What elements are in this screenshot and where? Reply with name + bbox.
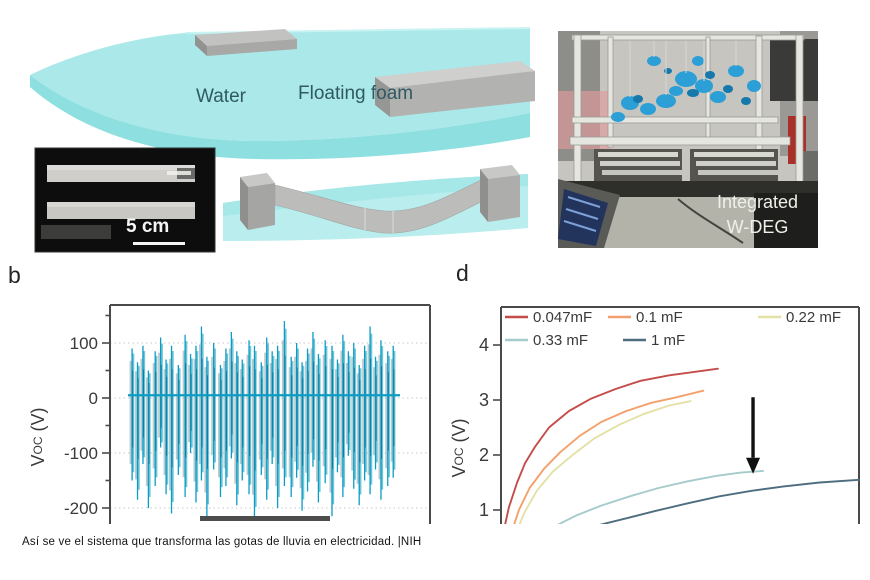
floating-foam-label: Floating foam xyxy=(298,83,414,104)
photo-label: Integrated W-DEG xyxy=(695,190,820,240)
svg-text:2: 2 xyxy=(479,445,489,465)
svg-text:-200: -200 xyxy=(64,499,98,518)
inset-foam-photo xyxy=(34,147,216,253)
series-0.047mF xyxy=(504,367,719,524)
svg-text:0: 0 xyxy=(89,389,98,408)
series-0.1 mF xyxy=(513,389,705,524)
axes xyxy=(109,304,431,524)
schematic-illustration xyxy=(30,27,535,253)
legend: 0.047mF 0.1 mF 0.22 mF 0.33 mF 1 mF xyxy=(505,309,841,349)
cropped-legend-box xyxy=(200,516,330,521)
svg-text:0.22 mF: 0.22 mF xyxy=(786,309,841,326)
svg-text:0.1 mF: 0.1 mF xyxy=(636,309,683,326)
svg-text:-100: -100 xyxy=(64,444,98,463)
foam-bar-small xyxy=(195,29,297,56)
y-axis-ticks xyxy=(493,344,501,511)
photo-label-line2: W-DEG xyxy=(726,217,789,237)
integrated-wdeg-photo xyxy=(558,31,818,248)
svg-text:100: 100 xyxy=(70,334,98,353)
foam-bar-long xyxy=(375,61,535,117)
panel-d-ylabel: V OC (V) xyxy=(448,418,469,478)
signal-trace xyxy=(128,321,400,519)
svg-text:0.33 mF: 0.33 mF xyxy=(533,332,588,349)
bent-foam-strip xyxy=(240,165,520,234)
series-1 mF xyxy=(599,478,860,524)
angled-panel xyxy=(558,179,620,248)
svg-text:1: 1 xyxy=(479,500,489,520)
series-0.22 mF xyxy=(518,400,692,524)
series-0.33 mF xyxy=(557,469,765,524)
blue-droplet-modules xyxy=(611,41,761,122)
capacitor-charging-chart: 4 3 2 1 0.047mF 0.1 mF 0.22 mF 0.33 mF 1 mF xyxy=(479,306,860,524)
scale-bar-label: 5 cm xyxy=(126,216,170,237)
series-lines xyxy=(504,367,860,524)
image-caption: Así se ve el sistema que transforma las … xyxy=(22,536,422,548)
panel-d-letter: d xyxy=(456,260,469,286)
voc-signal-chart: 100 0 -100 -200 xyxy=(64,304,431,524)
y-axis-ticks xyxy=(102,314,110,509)
panel-b-letter: b xyxy=(8,262,21,288)
svg-text:0.047mF: 0.047mF xyxy=(533,309,592,326)
annotation-arrow xyxy=(746,397,761,474)
scale-bar-line xyxy=(133,242,185,245)
y-axis-labels: 4 3 2 1 xyxy=(479,335,489,520)
svg-text:3: 3 xyxy=(479,390,489,410)
svg-text:4: 4 xyxy=(479,335,489,355)
generator-trays xyxy=(594,149,778,181)
photo-label-line1: Integrated xyxy=(716,192,799,212)
axes xyxy=(500,306,860,524)
svg-text:1 mF: 1 mF xyxy=(651,332,685,349)
water-label: Water xyxy=(196,86,246,107)
y-axis-labels: 100 0 -100 -200 xyxy=(64,334,98,518)
panel-b-ylabel: V OC (V) xyxy=(27,407,48,467)
